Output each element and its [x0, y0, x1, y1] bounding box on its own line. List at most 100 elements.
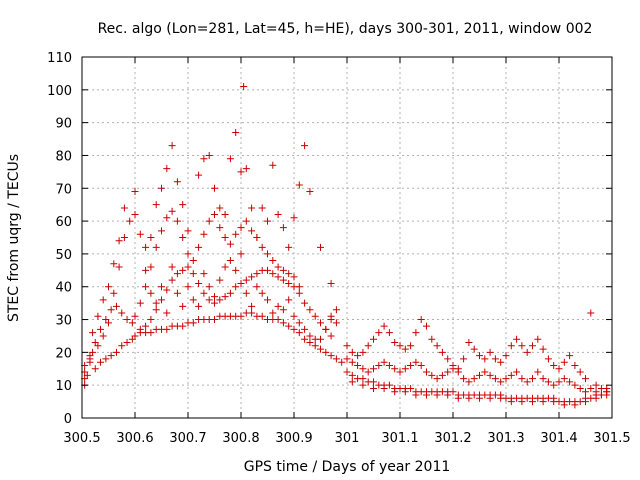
- data-point: [412, 358, 420, 366]
- data-point: [391, 388, 399, 396]
- data-point: [555, 378, 563, 386]
- x-tick-label: 300.6: [116, 431, 153, 446]
- y-tick-label: 50: [55, 248, 72, 263]
- data-point: [264, 250, 271, 258]
- data-point: [544, 378, 552, 386]
- data-point: [385, 329, 393, 337]
- data-point: [163, 165, 171, 173]
- data-point: [507, 371, 515, 379]
- data-point: [332, 306, 340, 314]
- data-point: [211, 211, 218, 219]
- data-point: [200, 270, 208, 278]
- data-point: [518, 398, 526, 406]
- x-tick-label: 300.9: [275, 431, 312, 446]
- data-point: [158, 296, 165, 304]
- data-point: [264, 296, 271, 304]
- data-point: [168, 142, 176, 150]
- data-point: [491, 355, 499, 363]
- data-point: [147, 329, 155, 337]
- data-point: [407, 384, 415, 392]
- data-point: [311, 312, 319, 320]
- data-point: [136, 299, 144, 307]
- y-tick-label: 10: [55, 379, 72, 394]
- data-point: [200, 289, 208, 297]
- data-point: [391, 339, 399, 347]
- data-point: [523, 348, 531, 356]
- data-point: [179, 322, 187, 330]
- data-point: [258, 312, 266, 320]
- x-tick-label: 301.4: [540, 431, 577, 446]
- y-tick-label: 30: [55, 314, 72, 329]
- data-point: [221, 293, 229, 301]
- data-point: [370, 384, 377, 392]
- data-point: [237, 224, 245, 232]
- data-point: [211, 316, 218, 324]
- data-point: [179, 266, 187, 274]
- data-point: [529, 375, 536, 383]
- data-point: [513, 335, 521, 343]
- data-point: [200, 230, 208, 238]
- data-point: [173, 289, 181, 297]
- data-point: [295, 283, 303, 291]
- data-point: [582, 388, 589, 396]
- data-point: [237, 168, 245, 176]
- data-point: [120, 204, 128, 212]
- data-point: [449, 388, 457, 396]
- data-point: [497, 358, 505, 366]
- data-point: [274, 263, 282, 271]
- data-point: [295, 289, 303, 297]
- data-point: [232, 128, 240, 136]
- data-point: [242, 289, 250, 297]
- data-point: [184, 227, 192, 235]
- data-point: [486, 348, 494, 356]
- data-point: [348, 348, 356, 356]
- x-tick-label: 300.7: [169, 431, 206, 446]
- data-point: [91, 365, 99, 373]
- y-tick-label: 110: [47, 51, 72, 66]
- data-point: [274, 316, 282, 324]
- data-point: [343, 368, 351, 376]
- data-point: [105, 283, 112, 291]
- data-point: [306, 332, 314, 340]
- data-point: [460, 355, 468, 363]
- data-point: [465, 378, 473, 386]
- data-point: [295, 319, 303, 327]
- data-point: [123, 316, 131, 324]
- data-point: [258, 204, 266, 212]
- data-point: [211, 299, 218, 307]
- data-point: [332, 355, 340, 363]
- data-point: [449, 365, 457, 373]
- data-point: [306, 188, 314, 196]
- data-point: [110, 260, 118, 268]
- data-point: [571, 361, 579, 369]
- data-point: [518, 342, 526, 350]
- data-point: [97, 325, 105, 333]
- data-point: [327, 332, 335, 340]
- data-point: [242, 276, 250, 284]
- data-point: [94, 312, 102, 320]
- data-point: [481, 368, 489, 376]
- data-point: [550, 398, 558, 406]
- data-point: [375, 361, 383, 369]
- data-point: [476, 394, 483, 402]
- data-point: [232, 266, 240, 274]
- data-point: [248, 227, 256, 235]
- y-tick-label: 20: [55, 346, 72, 361]
- data-point: [555, 365, 563, 373]
- data-point: [407, 342, 415, 350]
- data-point: [158, 184, 165, 192]
- y-tick-labels: 0 10 20 30 40 50 60 70 80 90 100 110: [47, 51, 72, 427]
- data-point: [401, 365, 409, 373]
- data-point: [491, 375, 499, 383]
- data-point: [539, 375, 547, 383]
- data-point: [107, 352, 115, 360]
- data-point: [152, 201, 160, 209]
- data-point: [497, 378, 505, 386]
- data-point: [539, 345, 547, 353]
- data-point: [380, 358, 388, 366]
- data-point: [412, 329, 420, 337]
- data-point: [301, 335, 309, 343]
- data-point: [205, 283, 213, 291]
- data-point: [285, 270, 293, 278]
